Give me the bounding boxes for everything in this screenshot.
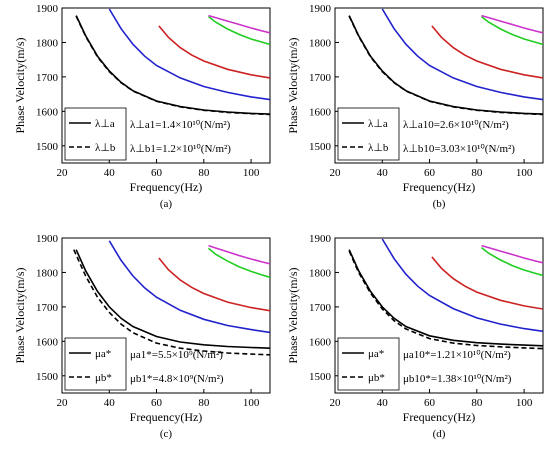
x-tick-label: 40: [377, 397, 389, 409]
panel-label: (d): [433, 428, 446, 440]
x-tick-label: 100: [243, 167, 260, 179]
series-line-4: [431, 256, 543, 310]
legend-entry: μa*: [95, 348, 111, 360]
y-tick-label: 1600: [36, 336, 59, 348]
x-tick-label: 20: [57, 167, 69, 179]
x-tick-label: 80: [198, 397, 210, 409]
y-tick-label: 1900: [309, 233, 332, 245]
series-line-4: [158, 257, 270, 312]
annotation: λ⊥a10=2.6×10¹⁰(N/m²): [403, 119, 509, 131]
x-tick-label: 20: [57, 397, 69, 409]
x-tick-label: 60: [424, 397, 436, 409]
x-tick-label: 100: [516, 167, 533, 179]
series-line-1: [348, 249, 543, 347]
y-tick-label: 1500: [309, 371, 332, 383]
panel-label: (b): [433, 198, 446, 210]
panel-label: (c): [160, 428, 173, 440]
legend-entry: μb*: [368, 372, 385, 384]
series-line-3: [108, 8, 270, 101]
x-tick-label: 60: [151, 167, 163, 179]
x-tick-label: 20: [330, 397, 342, 409]
y-tick-label: 1600: [309, 106, 332, 118]
x-tick-label: 60: [424, 167, 436, 179]
y-tick-label: 1800: [309, 37, 332, 49]
series-line-3: [108, 240, 270, 334]
legend-entry: λ⊥a: [95, 118, 115, 130]
x-axis-label: Frequency(Hz): [403, 410, 476, 424]
x-tick-label: 40: [377, 167, 389, 179]
chart-panel-3: 20 40 60 80 100 1500 1600 1700 1800 1900 Frequency…: [13, 233, 271, 440]
y-tick-label: 1800: [36, 267, 59, 279]
legend-entry: λ⊥b: [95, 142, 116, 154]
y-tick-label: 1800: [309, 267, 332, 279]
chart-panel-4: 20 40 60 80 100 1500 1600 1700 1800 1900 Frequency…: [286, 233, 544, 440]
annotation: λ⊥b1=1.2×10¹⁰(N/m²): [130, 143, 231, 155]
x-tick-label: 40: [104, 167, 116, 179]
x-axis-label: Frequency(Hz): [130, 410, 203, 424]
legend-entry: μb*: [95, 372, 112, 384]
series-line-5: [481, 246, 543, 277]
x-tick-label: 40: [104, 397, 116, 409]
x-tick-label: 100: [516, 397, 533, 409]
chart-panel-2: 20 40 60 80 100 1500 1600 1700 1800 1900 Frequency…: [286, 3, 544, 210]
series-line-2: [73, 249, 270, 356]
y-tick-label: 1500: [36, 141, 59, 153]
y-tick-label: 1600: [309, 336, 332, 348]
legend-entry: μa*: [368, 348, 384, 360]
y-tick-label: 1900: [309, 3, 332, 15]
legend-box: [337, 107, 400, 161]
series-line-2: [348, 250, 543, 350]
series-line-2: [348, 15, 543, 116]
series-line-3: [381, 238, 543, 333]
series-line-5: [208, 15, 270, 46]
y-tick-label: 1500: [36, 371, 59, 383]
legend-box: [64, 107, 127, 161]
y-tick-label: 1700: [309, 302, 332, 314]
annotation: μa10*=1.21×10¹⁰(N/m²): [403, 349, 511, 361]
x-tick-label: 20: [330, 167, 342, 179]
legend-entry: λ⊥b: [368, 142, 389, 154]
y-tick-label: 1700: [36, 72, 59, 84]
series-line-3: [381, 8, 543, 101]
chart-panel-1: 20 40 60 80 100 1500 1600 1700 1800 1900 Frequency…: [13, 3, 271, 210]
series-line-6: [481, 244, 543, 264]
series-line-1: [75, 249, 270, 349]
annotation: λ⊥a1=1.4×10¹⁰(N/m²): [130, 119, 231, 131]
y-axis-label: Phase Velocity(m/s): [286, 37, 300, 133]
x-axis-label: Frequency(Hz): [130, 180, 203, 194]
series-line-6: [208, 244, 270, 265]
annotation: μb10*=1.38×10¹⁰(N/m²): [403, 373, 512, 385]
x-tick-label: 80: [471, 397, 483, 409]
series-line-4: [158, 25, 270, 79]
x-tick-label: 60: [151, 397, 163, 409]
series-line-2: [75, 15, 270, 116]
x-tick-label: 100: [243, 397, 260, 409]
x-axis-label: Frequency(Hz): [403, 180, 476, 194]
series-line-6: [208, 14, 270, 34]
series-line-5: [481, 15, 543, 46]
panel-label: (a): [160, 198, 173, 210]
y-axis-label: Phase Velocity(m/s): [13, 37, 27, 133]
y-tick-label: 1900: [36, 3, 59, 15]
series-line-5: [207, 247, 270, 279]
series-line-6: [481, 14, 543, 34]
y-tick-label: 1900: [36, 233, 59, 245]
legend-entry: λ⊥a: [368, 118, 388, 130]
annotation: λ⊥b10=3.03×10¹⁰(N/m²): [403, 143, 515, 155]
legend-box: [337, 337, 400, 391]
y-tick-label: 1800: [36, 37, 59, 49]
x-tick-label: 80: [471, 167, 483, 179]
y-tick-label: 1500: [309, 141, 332, 153]
y-tick-label: 1600: [36, 106, 59, 118]
x-tick-label: 80: [198, 167, 210, 179]
y-axis-label: Phase Velocity(m/s): [286, 267, 300, 363]
annotation: μb1*=4.8×10⁹(N/m²): [130, 373, 224, 385]
annotation: μa1*=5.5×10⁹(N/m²): [130, 349, 223, 361]
legend-box: [64, 337, 127, 391]
y-axis-label: Phase Velocity(m/s): [13, 267, 27, 363]
series-line-4: [431, 25, 543, 79]
y-tick-label: 1700: [36, 302, 59, 314]
y-tick-label: 1700: [309, 72, 332, 84]
